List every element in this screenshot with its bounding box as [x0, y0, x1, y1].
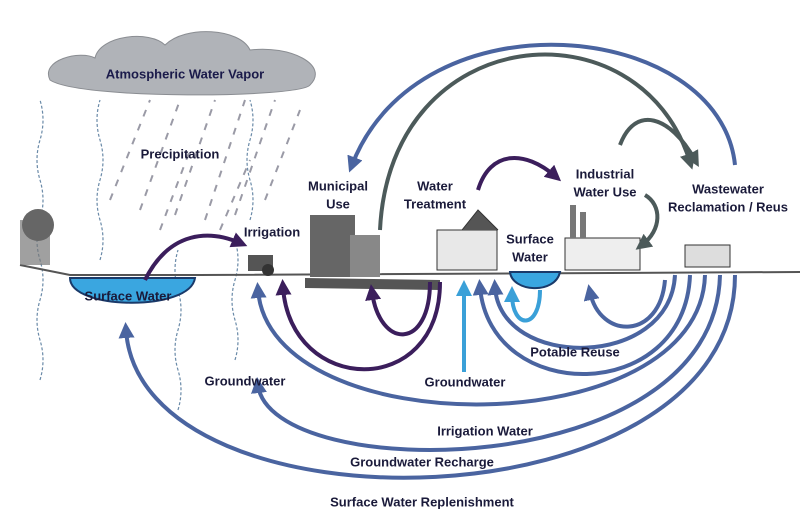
- label: Water: [512, 249, 548, 264]
- label: Surface: [506, 231, 554, 246]
- rain: [110, 100, 300, 230]
- label: Surface Water Replenishment: [330, 494, 514, 509]
- label: Use: [326, 196, 350, 211]
- label: Precipitation: [141, 146, 220, 161]
- label: Irrigation Water: [437, 423, 533, 438]
- label: Treatment: [404, 196, 467, 211]
- label: Wastewater: [692, 181, 764, 196]
- label: Groundwater: [205, 373, 286, 388]
- label: Surface Water: [85, 288, 172, 303]
- label: Industrial: [576, 166, 635, 181]
- label: Water: [417, 178, 453, 193]
- flow-arrows: [126, 45, 735, 478]
- label: Potable Reuse: [530, 344, 620, 359]
- label: Atmospheric Water Vapor: [106, 66, 264, 81]
- cloud: [48, 32, 315, 95]
- label: Reclamation / Reus: [668, 199, 788, 214]
- label: Water Use: [573, 184, 636, 199]
- label: Municipal: [308, 178, 368, 193]
- label: Groundwater: [425, 374, 506, 389]
- label: Groundwater Recharge: [350, 454, 494, 469]
- label: Irrigation: [244, 224, 300, 239]
- water-cycle-diagram: Atmospheric Water Vapor Precipitation Muni…: [0, 0, 800, 528]
